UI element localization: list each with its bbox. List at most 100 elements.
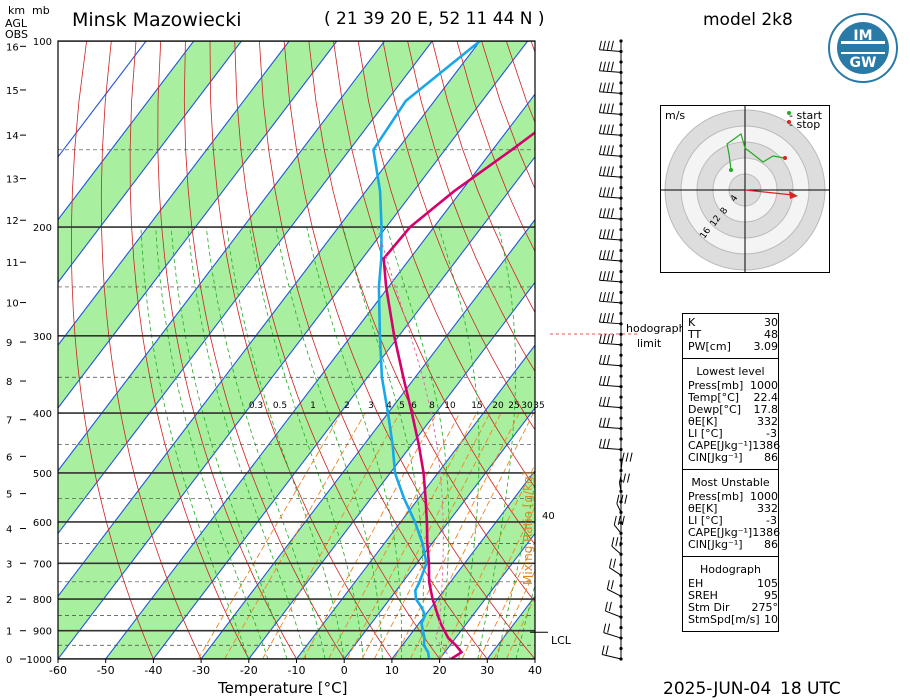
wind-barb-flag: [603, 623, 607, 633]
most-unstable-row: Press[mb] 1000: [683, 491, 778, 503]
km-tick-label: 5: [6, 490, 12, 501]
wind-barb-flag: [606, 40, 610, 50]
most-unstable-value: -3: [766, 514, 777, 527]
mixing-ratio-line: [262, 412, 401, 659]
wind-barb-flag: [610, 208, 614, 218]
wind-barb-flag: [602, 271, 606, 281]
dry-adiabat: [183, 41, 345, 659]
most-unstable-row: LI [°C] -3: [683, 515, 778, 527]
wind-barb-flag: [598, 61, 602, 71]
wind-barb-flag: [606, 438, 610, 448]
pressure-tick-label: 600: [33, 518, 52, 529]
wind-barb-flag: [606, 375, 610, 386]
lcl-label: LCL: [551, 634, 571, 647]
pressure-tick-label: 800: [33, 595, 52, 606]
wind-barb-dot: [619, 416, 623, 420]
lowest-level-value: -3: [766, 427, 777, 440]
dewpoint-profile: [372, 41, 481, 659]
dry-adiabat: [259, 41, 488, 659]
wind-barb: [599, 363, 622, 367]
wind-barb-flag: [610, 250, 614, 260]
wind-barb: [599, 70, 622, 73]
hodograph-index-value: 105: [757, 577, 778, 590]
wind-barb-flag: [606, 580, 610, 590]
lowest-level-key: LI [°C]: [688, 427, 723, 440]
wind-barb-dot: [619, 636, 623, 640]
wind-barb-flag: [606, 187, 610, 197]
km-tick-label: 10: [6, 299, 19, 310]
wind-barb-flag: [602, 40, 606, 50]
wind-barb-flag: [606, 333, 610, 344]
wind-barb: [599, 195, 622, 199]
wind-barb-flag: [622, 473, 626, 483]
lowest-level-key: CAPE[Jkg⁻¹]: [688, 439, 753, 452]
wind-barb-flag: [625, 452, 629, 462]
hodograph-legend-start: - start: [789, 109, 823, 122]
km-tick-label: 12: [6, 216, 19, 227]
wind-barb-dot: [619, 563, 623, 567]
wind-barb-flag: [610, 229, 614, 239]
wind-barb: [607, 588, 622, 597]
lowest-level-row: CAPE[Jkg⁻¹] 1386: [683, 439, 780, 452]
wind-barb-flag: [610, 292, 614, 302]
index-value: 30: [764, 316, 778, 329]
km-tick-label: 9: [6, 338, 12, 349]
wind-barb-flag: [609, 558, 613, 568]
isotherm-line: [58, 41, 481, 598]
wind-barb-flag: [602, 61, 606, 71]
moist-adiabat: [386, 226, 450, 659]
wind-barb: [602, 653, 622, 660]
mixing-ratio-line: [393, 412, 520, 659]
mixing-ratio-label: 0.5: [273, 401, 287, 411]
lowest-level-row: LI [°C] -3: [683, 428, 778, 440]
dry-adiabat: [100, 41, 202, 659]
wind-barb: [599, 426, 622, 430]
dry-adiabat: [333, 41, 535, 546]
wind-barb-flag: [598, 82, 602, 92]
wind-barb-flag: [598, 103, 602, 113]
wind-barb-flag: [621, 515, 625, 526]
mixing-ratio-label: 2: [344, 401, 350, 411]
mixing-ratio-label: 20: [492, 401, 504, 411]
wind-barb-flag: [613, 558, 617, 568]
lowest-level-key: Temp[°C]: [688, 391, 740, 404]
wind-barb-dot: [619, 269, 623, 274]
moist-adiabat: [170, 226, 288, 659]
most-unstable-group: Most Unstable Press[mb] 1000 θE[K] 332 LI [°…: [683, 470, 780, 557]
wind-barb-dot: [619, 479, 623, 483]
wind-barb-flag: [616, 494, 620, 504]
wind-barb-dot: [619, 332, 623, 336]
wind-barb-flag: [602, 145, 606, 155]
parcel-path: [376, 226, 452, 659]
isotherm-line: [439, 532, 535, 659]
wind-barb: [599, 112, 622, 115]
wind-barb-dot: [619, 500, 623, 504]
hodograph-index-row: EH 105: [683, 578, 778, 590]
index-row: PW[cm] 3.09: [683, 341, 778, 353]
lowest-level-row: Dewp[°C] 17.8: [683, 404, 778, 416]
isotherm-line: [152, 155, 535, 659]
wind-barb-flag: [602, 166, 606, 176]
km-tick-label: 8: [6, 377, 12, 388]
isotherm-line: [58, 41, 290, 347]
hodograph-index-value: 95: [764, 589, 778, 602]
wind-barb-flag: [606, 82, 610, 92]
index-key: PW[cm]: [688, 340, 731, 353]
wind-barb-dot: [619, 227, 623, 232]
hodograph-panel: 4 8 12 16 m/s - start - stop: [660, 105, 830, 273]
wind-barb: [620, 461, 623, 471]
hodograph-limit-label-2: limit: [637, 337, 662, 350]
km-tick-label: 11: [6, 258, 19, 269]
wind-barb-flag: [602, 396, 606, 407]
wind-barb-flag: [615, 537, 619, 547]
wind-barb: [599, 300, 622, 304]
wind-barb: [599, 216, 622, 220]
x-tick-label: 10: [385, 664, 399, 677]
mixing-ratio-label: 35: [533, 401, 544, 411]
mb-label: mb: [32, 4, 50, 17]
moist-adiabat: [477, 226, 517, 659]
wind-barb-flag: [598, 187, 602, 197]
lowest-level-key: Press[mb]: [688, 379, 744, 392]
